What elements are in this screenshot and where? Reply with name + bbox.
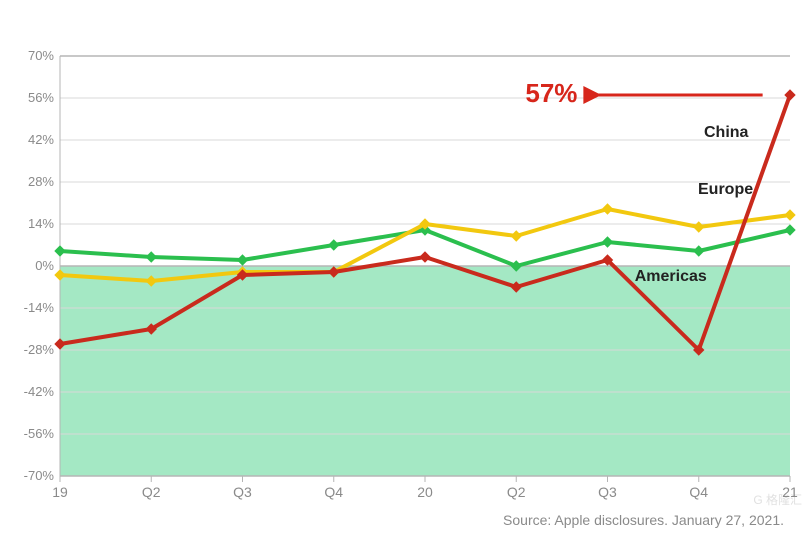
y-tick-label: 0% [10,258,54,273]
callout-value: 57% [525,78,577,109]
y-tick-label: -28% [10,342,54,357]
y-tick-label: 56% [10,90,54,105]
series-label-americas: Americas [635,268,707,286]
source-text: Source: Apple disclosures. January 27, 2… [503,512,784,528]
x-tick-label: Q4 [314,484,354,500]
series-label-europe: Europe [698,181,753,199]
x-tick-label: Q4 [679,484,719,500]
y-tick-label: 70% [10,48,54,63]
x-tick-label: Q3 [588,484,628,500]
y-tick-label: -56% [10,426,54,441]
x-tick-label: Q2 [496,484,536,500]
x-tick-label: 19 [40,484,80,500]
y-tick-label: 14% [10,216,54,231]
x-tick-label: Q3 [223,484,263,500]
y-tick-label: 42% [10,132,54,147]
y-tick-label: -14% [10,300,54,315]
series-label-china: China [704,124,748,142]
y-tick-label: -42% [10,384,54,399]
y-tick-label: 28% [10,174,54,189]
y-tick-label: -70% [10,468,54,483]
x-tick-label: Q2 [131,484,171,500]
chart-container: Apple regional year-over-year growth SIX… [0,0,808,540]
x-tick-label: 20 [405,484,445,500]
watermark: G 格隆汇 [753,491,802,508]
